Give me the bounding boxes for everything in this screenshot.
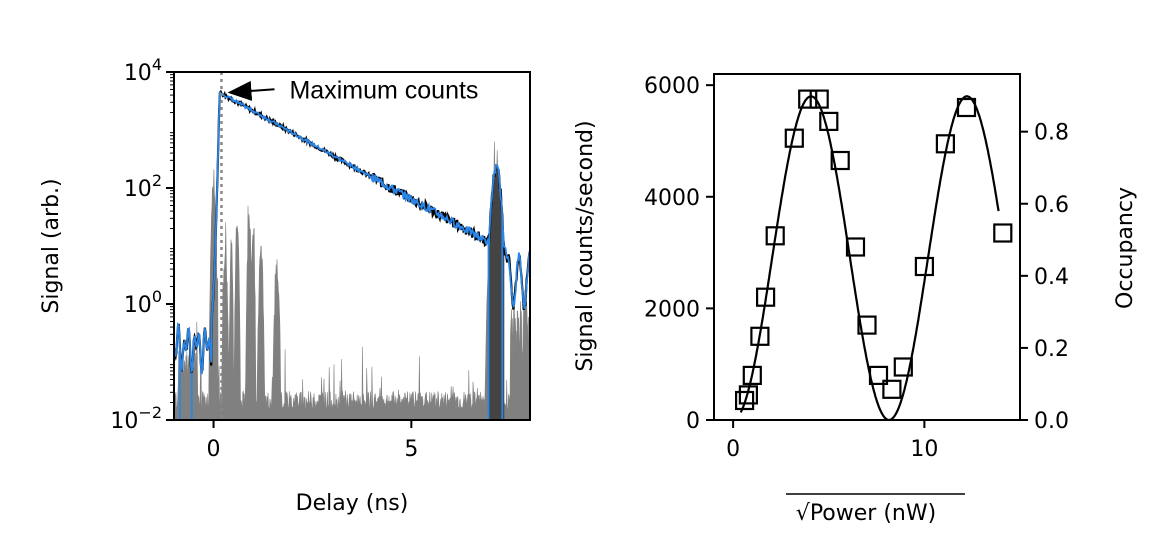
left-y-tick-label: 104 <box>124 55 162 86</box>
left-panel: 0 5 10−2 100 102 104 Maximum counts Delay (ns… <box>39 55 530 516</box>
residual-series <box>174 142 530 421</box>
left-y-tick-label: 102 <box>124 171 162 202</box>
right-x-tick-label: 0 <box>726 437 740 462</box>
data-point-square <box>916 258 933 275</box>
occupancy-tick-label: 0.8 <box>1034 121 1069 146</box>
right-y-axis-label: Signal (counts/second) <box>573 120 598 371</box>
right-panel: 0 10 0 2000 4000 6000 0.0 0.2 0.4 0.6 0.8 √Power (… <box>573 74 1138 526</box>
occupancy-tick-label: 0.0 <box>1034 409 1069 434</box>
right-y-tick-label: 0 <box>686 409 700 434</box>
left-x-axis-label: Delay (ns) <box>296 491 409 516</box>
right-x-axis-label-text: Power (nW) <box>810 501 936 526</box>
left-y-tick-label: 10−2 <box>110 403 162 434</box>
left-y-axis-label: Signal (arb.) <box>39 178 64 313</box>
left-y-tick-label: 100 <box>124 287 162 318</box>
right-y-tick-label: 6000 <box>644 74 700 99</box>
right-x-tick-label: 10 <box>910 437 938 462</box>
sqrt-symbol: √ <box>796 501 811 526</box>
figure: 0 510−2100102104 Maximum counts Delay (ns… <box>0 0 1162 533</box>
occupancy-tick-label: 0.2 <box>1034 337 1069 362</box>
annotation-arrow <box>231 89 274 92</box>
occupancy-tick-label: 0.4 <box>1034 265 1069 290</box>
right-y-tick-label: 2000 <box>644 297 700 322</box>
right-secondary-y-axis-label: Occupancy <box>1113 187 1138 309</box>
annotation-text: Maximum counts <box>289 76 478 104</box>
occupancy-tick-label: 0.6 <box>1034 193 1069 218</box>
data-point-square <box>994 225 1011 242</box>
left-x-tick-label: 0 <box>207 437 221 462</box>
right-x-axis-label: √Power (nW) <box>796 501 936 526</box>
right-y-tick-label: 4000 <box>644 186 700 211</box>
left-x-tick-label: 5 <box>404 437 418 462</box>
residual-area <box>174 142 530 421</box>
